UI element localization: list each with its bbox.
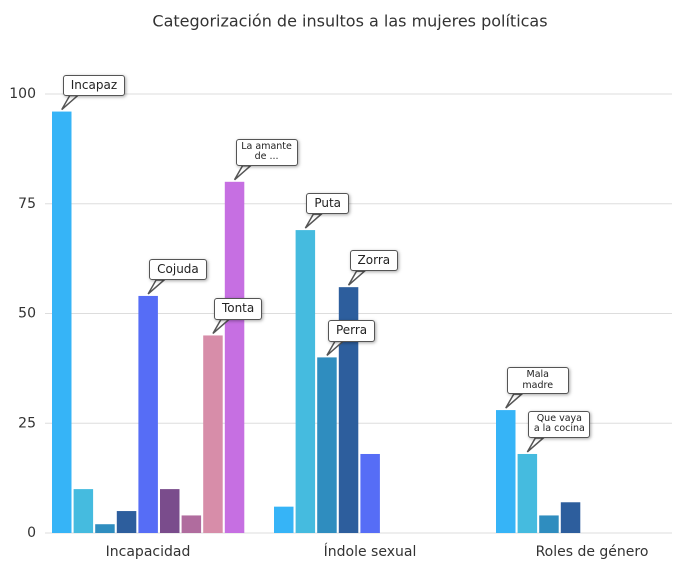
annotation: Zorra bbox=[349, 250, 399, 272]
bar bbox=[203, 335, 223, 533]
y-tick-label: 50 bbox=[18, 306, 36, 322]
callout-tail bbox=[505, 393, 524, 409]
bar bbox=[360, 453, 380, 533]
bar bbox=[224, 181, 245, 534]
callout-tail bbox=[347, 270, 367, 286]
bar bbox=[181, 515, 202, 533]
callout-tail bbox=[233, 165, 253, 181]
bar bbox=[274, 506, 294, 533]
annotation: Incapaz bbox=[62, 74, 126, 96]
annotation: Cojuda bbox=[149, 258, 207, 281]
callout-tail bbox=[61, 94, 80, 111]
annotation: Tonta bbox=[213, 298, 263, 320]
bar bbox=[73, 489, 94, 533]
bar bbox=[338, 287, 359, 533]
annotation: Perra bbox=[327, 320, 376, 342]
x-tick-label: Índole sexual bbox=[324, 543, 417, 560]
bar bbox=[138, 295, 158, 533]
callout-tail bbox=[147, 279, 167, 295]
bar bbox=[160, 489, 180, 533]
bar bbox=[95, 524, 115, 533]
bar bbox=[539, 515, 559, 533]
bar bbox=[295, 230, 316, 533]
bar bbox=[496, 410, 516, 533]
y-tick-label: 0 bbox=[27, 525, 36, 541]
annotation: Que vaya a la cocina bbox=[528, 410, 591, 438]
annotation: La amante de ... bbox=[235, 138, 298, 166]
x-tick-label: Incapacidad bbox=[106, 544, 191, 560]
chart-title: Categorización de insultos a las mujeres… bbox=[152, 12, 547, 31]
bar bbox=[116, 511, 137, 533]
y-tick-label: 25 bbox=[18, 415, 36, 431]
bar bbox=[52, 111, 72, 533]
bar bbox=[517, 453, 538, 533]
bar bbox=[317, 357, 337, 533]
y-tick-label: 100 bbox=[9, 86, 36, 102]
callout-tail bbox=[304, 213, 324, 229]
y-tick-label: 75 bbox=[18, 196, 36, 212]
callout-tail bbox=[526, 437, 546, 453]
annotation: Mala madre bbox=[506, 367, 569, 394]
annotation: Puta bbox=[306, 193, 350, 215]
x-tick-label: Roles de género bbox=[536, 544, 649, 560]
bar bbox=[560, 502, 581, 533]
